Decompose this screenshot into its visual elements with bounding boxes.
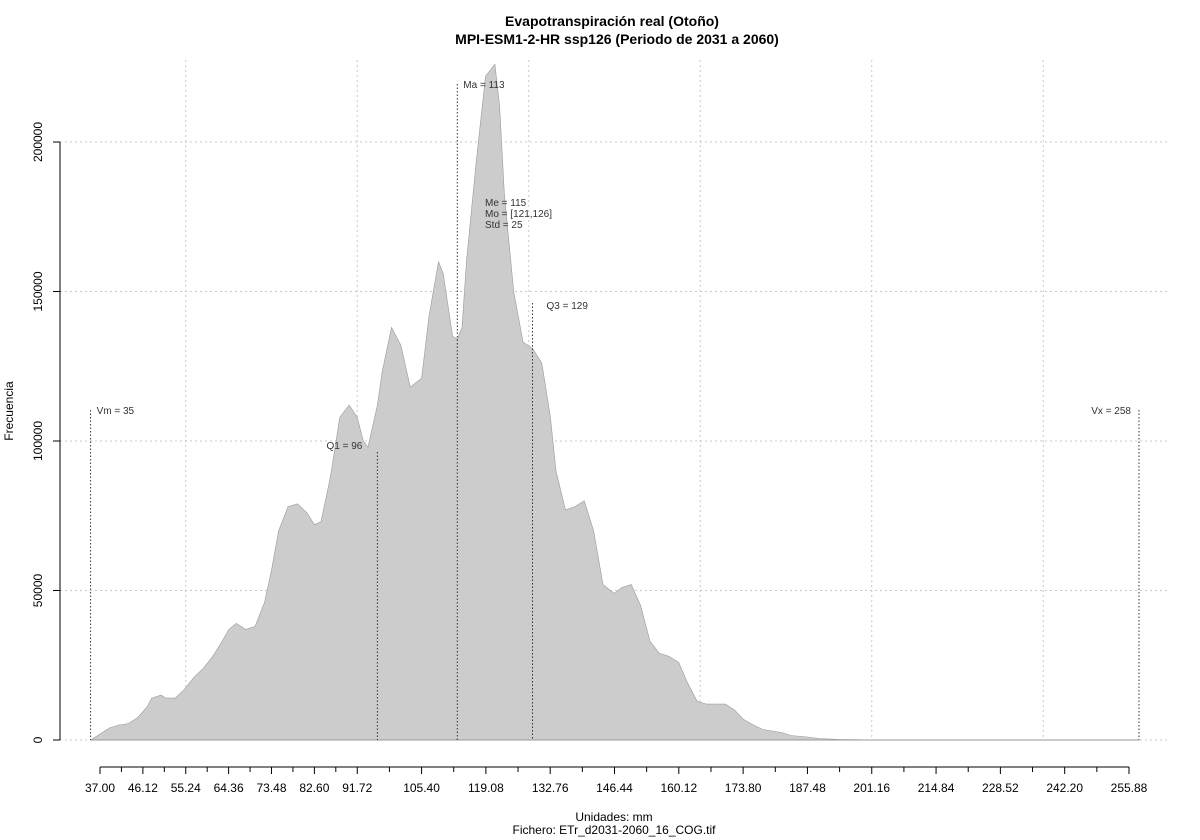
ticks: 0 50000 100000 150000 200000 37.00 46.12 55.24 6… <box>31 122 1148 795</box>
stats-std: Std = 25 <box>485 220 523 231</box>
y-tick-label: 50000 <box>31 573 45 607</box>
x-tick-label: 242.20 <box>1046 781 1083 795</box>
density-area <box>90 63 1139 741</box>
x-tick-label: 214.84 <box>918 781 955 795</box>
x-tick-label: 187.48 <box>789 781 826 795</box>
y-axis-label: Frecuencia <box>2 381 16 441</box>
marker-label: Vx = 258 <box>1091 406 1131 417</box>
x-tick-label: 91.72 <box>342 781 372 795</box>
y-tick-label: 0 <box>31 736 45 743</box>
marker-label: Q3 = 129 <box>547 301 589 312</box>
x-tick-label: 82.60 <box>299 781 329 795</box>
marker-lines: Vm = 35 Q1 = 96 Ma = 113 Q3 = 129 Vx = 258 <box>90 80 1140 740</box>
density-fill <box>90 63 1139 741</box>
x-tick-label: 119.08 <box>468 781 504 795</box>
x-tick-label: 201.16 <box>853 781 890 795</box>
y-tick-label: 100000 <box>31 421 45 461</box>
file-footer: Fichero: ETr_d2031-2060_16_COG.tif <box>513 823 717 837</box>
x-tick-label: 105.40 <box>403 781 440 795</box>
x-tick-label: 73.48 <box>256 781 286 795</box>
stats-mode: Mo = [121,126] <box>485 209 552 220</box>
chart-subtitle: MPI-ESM1-2-HR ssp126 (Periodo de 2031 a … <box>455 31 779 47</box>
x-axis-label: Unidades: mm <box>575 810 652 824</box>
x-tick-label: 64.36 <box>214 781 244 795</box>
x-tick-label: 173.80 <box>725 781 762 795</box>
chart-title: Evapotranspiración real (Otoño) <box>505 13 719 29</box>
x-tick-label: 160.12 <box>660 781 697 795</box>
x-tick-label: 37.00 <box>85 781 115 795</box>
x-tick-label: 255.88 <box>1111 781 1148 795</box>
y-tick-label: 200000 <box>31 122 45 162</box>
marker-label: Q1 = 96 <box>327 441 363 452</box>
stats-mean: Me = 115 <box>485 198 527 209</box>
y-tick-label: 150000 <box>31 271 45 311</box>
x-tick-label: 55.24 <box>171 781 201 795</box>
marker-label: Ma = 113 <box>463 80 505 91</box>
x-tick-label: 146.44 <box>596 781 633 795</box>
marker-label: Vm = 35 <box>97 406 135 417</box>
x-tick-label: 132.76 <box>532 781 569 795</box>
x-tick-label: 46.12 <box>128 781 158 795</box>
x-tick-label: 228.52 <box>982 781 1019 795</box>
